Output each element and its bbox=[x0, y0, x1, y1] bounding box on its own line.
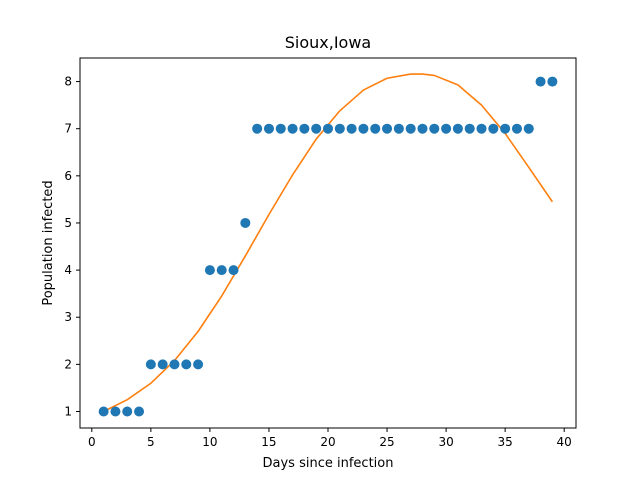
y-tick-label: 8 bbox=[64, 75, 72, 89]
data-point bbox=[287, 123, 298, 134]
data-point bbox=[523, 123, 534, 134]
data-point bbox=[535, 76, 546, 87]
data-point bbox=[346, 123, 357, 134]
chart-title: Sioux,Iowa bbox=[285, 33, 371, 52]
x-axis-ticks: 0 5 10 15 20 25 30 35 40 bbox=[88, 428, 572, 449]
x-tick-label: 40 bbox=[557, 435, 572, 449]
data-point bbox=[429, 123, 440, 134]
data-point bbox=[252, 123, 263, 134]
x-tick-label: 30 bbox=[438, 435, 453, 449]
data-point bbox=[110, 406, 121, 417]
x-tick-label: 10 bbox=[202, 435, 217, 449]
y-axis-ticks: 1 2 3 4 5 6 7 8 bbox=[64, 75, 80, 419]
data-point bbox=[370, 123, 381, 134]
x-tick-label: 20 bbox=[320, 435, 335, 449]
data-point bbox=[464, 123, 475, 134]
data-point bbox=[323, 123, 333, 134]
data-point bbox=[441, 123, 452, 134]
data-points bbox=[98, 76, 558, 417]
fit-curves bbox=[103, 73, 554, 413]
data-point bbox=[122, 406, 133, 417]
data-point bbox=[263, 123, 274, 134]
y-axis-label: Population infected bbox=[41, 180, 56, 305]
data-point bbox=[228, 265, 239, 276]
y-tick-label: 1 bbox=[64, 405, 72, 419]
x-tick-label: 25 bbox=[379, 435, 394, 449]
data-point bbox=[382, 123, 393, 134]
data-point bbox=[417, 123, 428, 134]
plot-area bbox=[80, 58, 576, 428]
y-tick-label: 3 bbox=[64, 310, 72, 324]
x-tick-label: 5 bbox=[147, 435, 155, 449]
data-point bbox=[145, 359, 156, 370]
y-tick-label: 6 bbox=[64, 169, 72, 183]
data-point bbox=[275, 123, 286, 134]
data-point bbox=[405, 123, 416, 134]
data-point bbox=[169, 359, 180, 370]
x-tick-label: 0 bbox=[88, 435, 96, 449]
data-point bbox=[98, 406, 109, 417]
data-point bbox=[334, 123, 345, 134]
data-point bbox=[216, 265, 227, 276]
data-point bbox=[452, 123, 463, 134]
data-point bbox=[500, 123, 511, 134]
data-point bbox=[511, 123, 522, 134]
data-point bbox=[134, 406, 145, 417]
data-point bbox=[299, 123, 310, 134]
data-point bbox=[393, 123, 404, 134]
data-point bbox=[311, 123, 322, 134]
data-point bbox=[157, 359, 168, 370]
y-tick-label: 2 bbox=[64, 357, 72, 371]
data-point bbox=[547, 76, 558, 87]
y-tick-label: 5 bbox=[64, 216, 72, 230]
y-tick-label: 4 bbox=[64, 263, 72, 277]
data-point bbox=[193, 359, 204, 370]
data-point bbox=[358, 123, 369, 134]
y-tick-label: 7 bbox=[64, 122, 72, 136]
data-point bbox=[181, 359, 192, 370]
x-axis-label: Days since infection bbox=[263, 456, 394, 471]
data-point bbox=[240, 217, 251, 228]
data-point bbox=[488, 123, 499, 134]
data-point bbox=[204, 265, 215, 276]
data-point bbox=[476, 123, 487, 134]
x-tick-label: 35 bbox=[498, 435, 513, 449]
x-tick-label: 15 bbox=[261, 435, 276, 449]
fit-curve-line bbox=[103, 73, 554, 413]
